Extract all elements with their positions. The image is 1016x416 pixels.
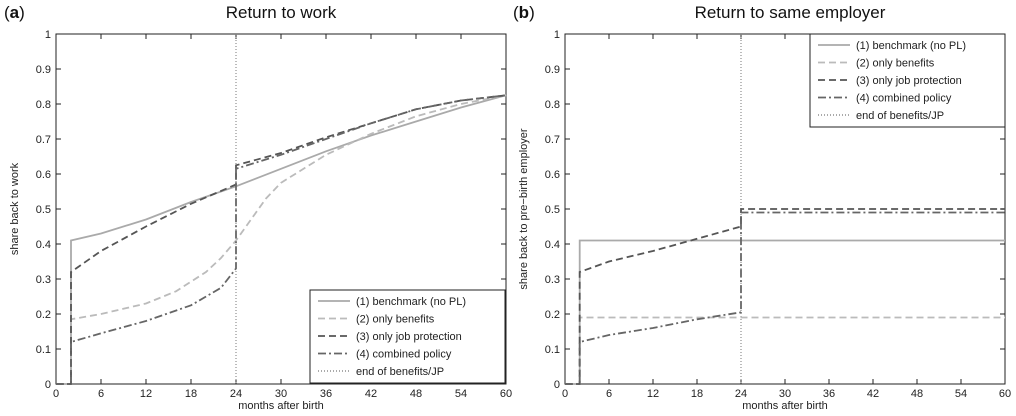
pb-x-tick-label: 12 [647,388,659,400]
pa-y-axis-title: share back to work [9,162,21,255]
pb-x-tick-label: 6 [606,388,612,400]
pa-legend-label-5: end of benefits/JP [356,366,444,378]
pa-y-tick-label: 1 [45,29,51,41]
pb-y-tick-label: 0.8 [545,99,560,111]
pa-y-tick-label: 0.1 [36,344,51,356]
pb-y-tick-label: 1 [554,29,560,41]
panel-b-label: (b) [513,3,535,22]
pb-legend-label-3: (3) only job protection [856,75,962,87]
pb-legend-label-5: end of benefits/JP [856,110,944,122]
pb-legend-label-4: (4) combined policy [856,93,952,105]
pa-legend-label-2: (2) only benefits [356,314,435,326]
pb-y-tick-label: 0.3 [545,274,560,286]
pb-y-tick-label: 0.7 [545,134,560,146]
pa-x-tick-label: 18 [185,388,197,400]
pb-x-axis-title: months after birth [742,400,828,412]
pa-legend-label-1: (1) benchmark (no PL) [356,296,466,308]
pa-y-tick-label: 0.8 [36,99,51,111]
pa-y-tick-label: 0.3 [36,274,51,286]
pb-y-tick-label: 0 [554,379,560,391]
pa-x-tick-label: 30 [275,388,287,400]
pa-legend-label-4: (4) combined policy [356,349,452,361]
pa-x-tick-label: 48 [410,388,422,400]
panel-a-letter: a [9,3,20,22]
panel-a-title: Return to work [225,3,337,22]
pb-y-tick-label: 0.6 [545,169,560,181]
panel-b-title: Return to same employer [694,3,886,22]
pb-x-tick-label: 48 [911,388,923,400]
pa-y-tick-label: 0.6 [36,169,51,181]
pa-x-tick-label: 36 [320,388,332,400]
pb-x-tick-label: 30 [779,388,791,400]
pb-x-tick-label: 54 [955,388,967,400]
pa-x-tick-label: 6 [98,388,104,400]
pa-y-tick-label: 0.4 [36,239,51,251]
pb-y-axis-title: share back to pre−birth employer [518,128,530,289]
pa-series-line-3 [56,94,507,385]
pb-x-tick-label: 60 [999,388,1011,400]
pa-x-axis-title: months after birth [238,400,324,412]
pa-y-tick-label: 0.2 [36,309,51,321]
panel-a-label: (a) [4,3,25,22]
pb-x-tick-label: 42 [867,388,879,400]
pa-y-tick-label: 0.7 [36,134,51,146]
pb-x-tick-label: 36 [823,388,835,400]
pa-x-tick-label: 24 [230,388,242,400]
panel-b-letter: b [518,3,530,22]
pb-series-line-4 [565,211,1005,385]
pb-x-tick-label: 0 [562,388,568,400]
pb-y-tick-label: 0.2 [545,309,560,321]
pb-x-tick-label: 24 [735,388,747,400]
pb-y-tick-label: 0.1 [545,344,560,356]
pb-x-tick-label: 18 [691,388,703,400]
pb-legend-label-2: (2) only benefits [856,58,935,70]
pa-series-line-2 [56,94,507,385]
pa-x-tick-label: 42 [365,388,377,400]
pa-y-tick-label: 0.9 [36,64,51,76]
pa-x-tick-label: 0 [53,388,59,400]
pa-legend-label-3: (3) only job protection [356,331,462,343]
pa-y-tick-label: 0.5 [36,204,51,216]
pb-y-tick-label: 0.9 [545,64,560,76]
pb-legend-label-1: (1) benchmark (no PL) [856,40,966,52]
pa-y-tick-label: 0 [45,379,51,391]
pa-x-tick-label: 54 [455,388,467,400]
pa-series-line-4 [56,94,507,385]
pa-x-tick-label: 60 [500,388,512,400]
pb-y-tick-label: 0.5 [545,204,560,216]
pa-x-tick-label: 12 [140,388,152,400]
pb-series-line-3 [565,208,1005,385]
pb-y-tick-label: 0.4 [545,239,560,251]
